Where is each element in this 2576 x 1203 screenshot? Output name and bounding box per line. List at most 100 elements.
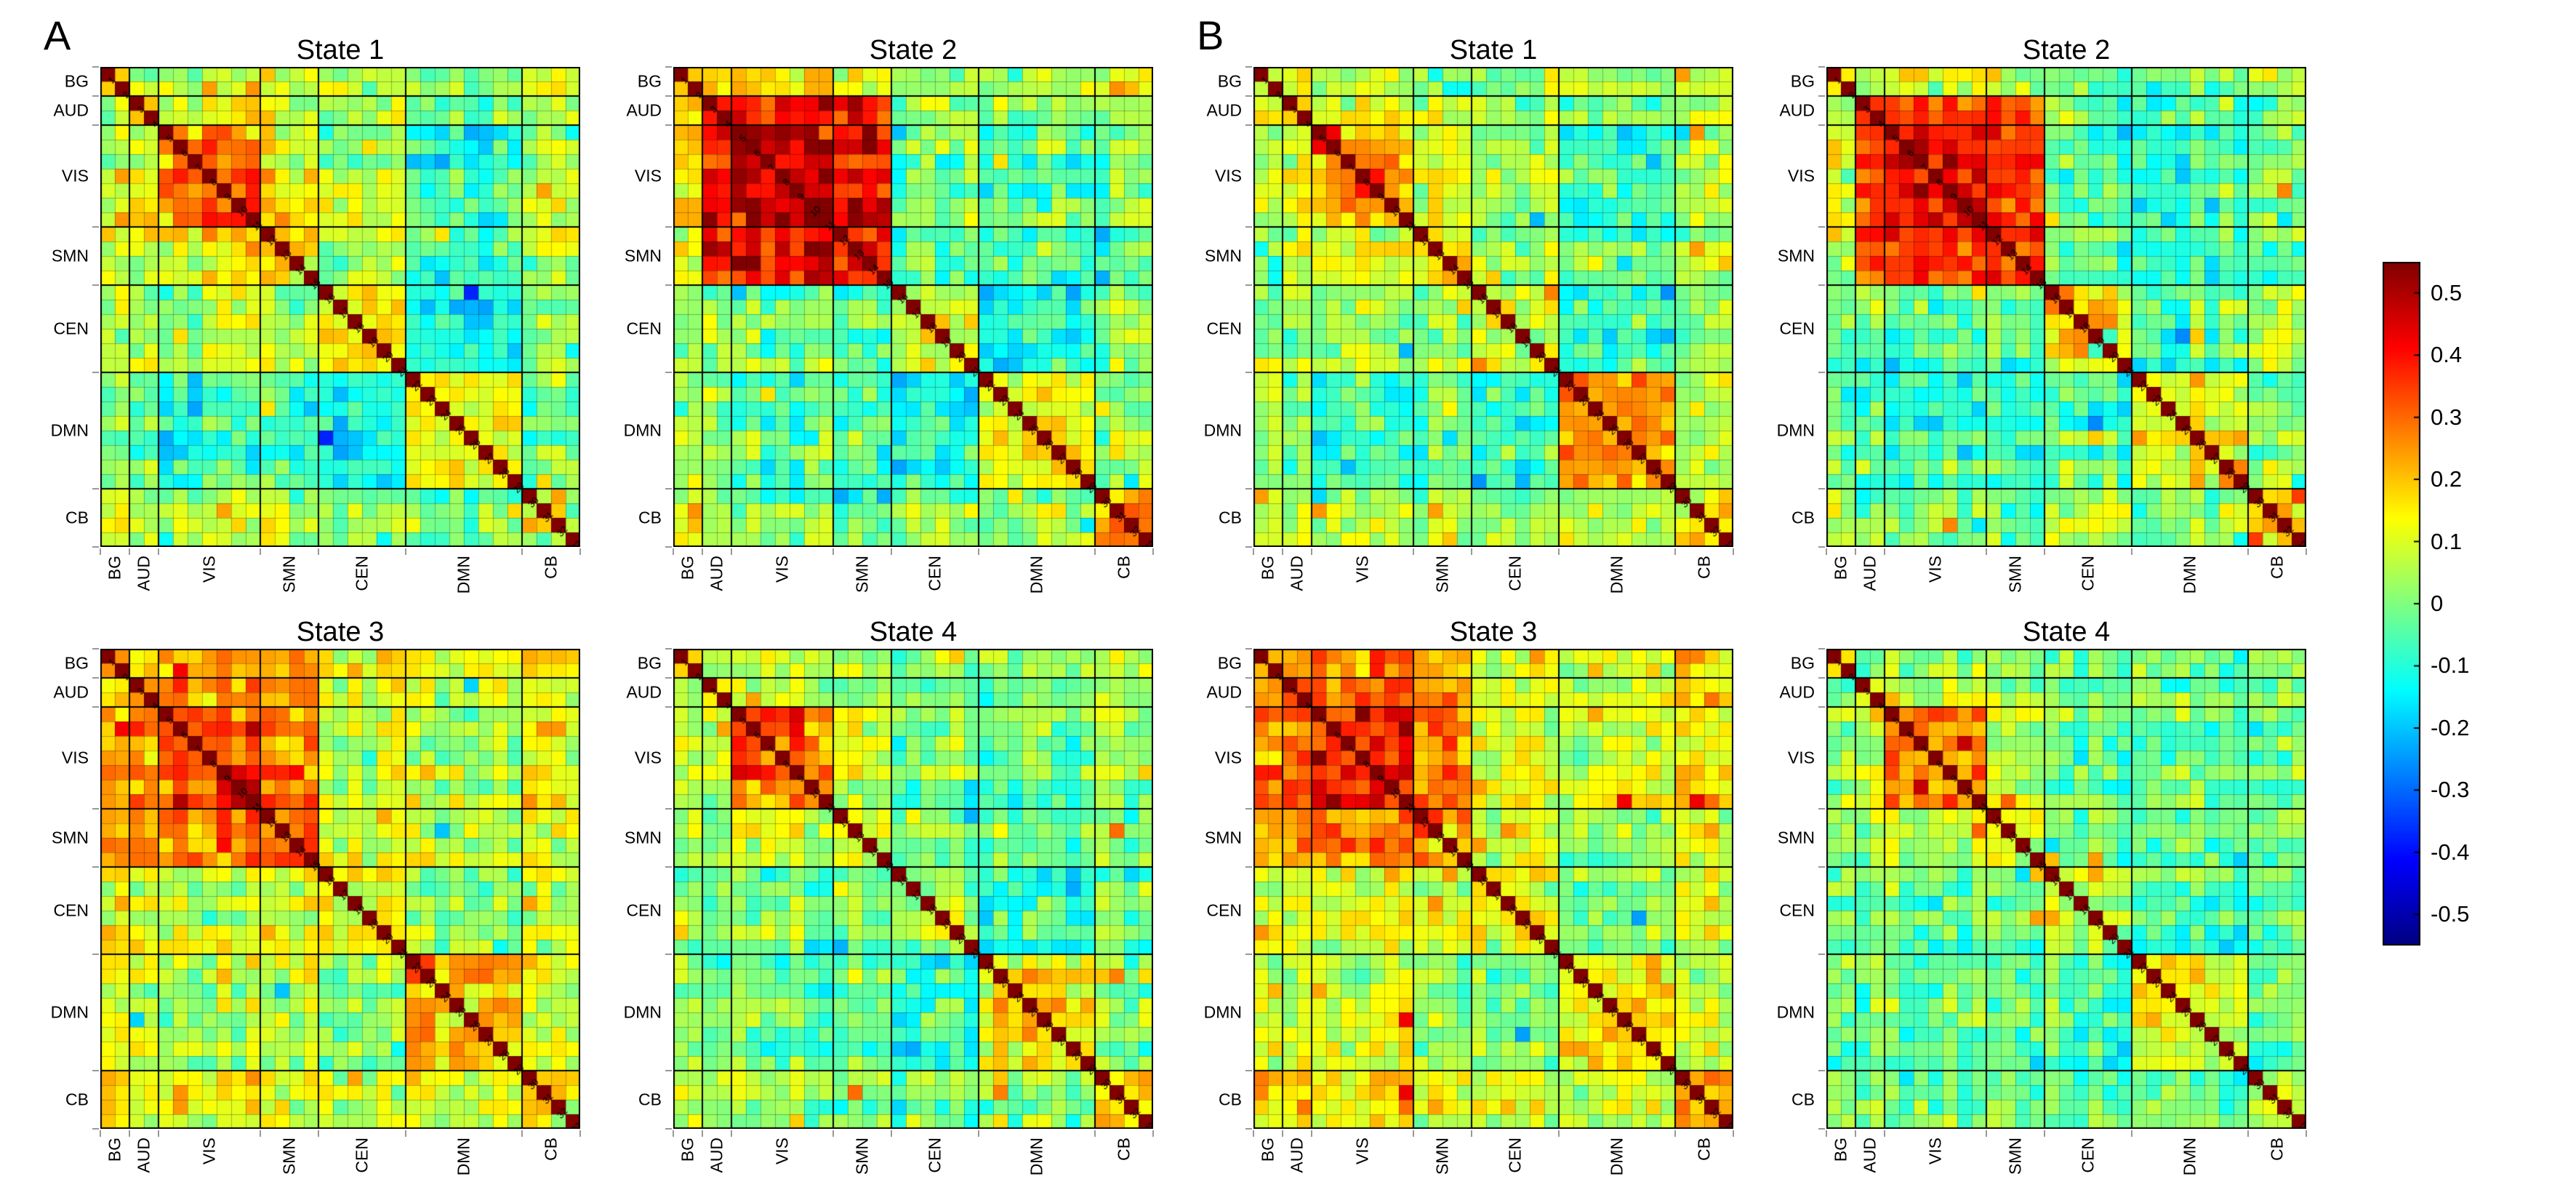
y-axis-labels: BG AUD VIS SMN CEN DMN CB [617,66,673,548]
axis-spacer [617,1129,673,1190]
x-axis-label-bg: BG [678,1138,697,1162]
x-axis-label-dmn: DMN [2180,1138,2199,1176]
y-axis-label-smn: SMN [1777,246,1815,265]
x-axis-label-aud: AUD [134,556,153,591]
x-axis-tick [1413,1130,1414,1137]
x-axis-label-vis: VIS [199,1138,219,1165]
x-axis-tick [1471,1130,1472,1137]
y-axis-tick [1245,66,1252,68]
y-axis-label-dmn: DMN [1776,1002,1815,1022]
x-axis-labels: BG AUD VIS SMN CEN DMN CB [1253,1129,1734,1190]
x-axis-tick [260,1130,261,1137]
x-axis-label-cb: CB [1694,1138,1714,1161]
y-axis-tick [1245,487,1252,489]
x-axis-label-bg: BG [105,556,124,580]
colorbar-labels: 0.5 0.4 0.3 0.2 0.1 0 -0.1 -0.2 -0.3 -0.4 -0.5 [2431,262,2511,946]
y-axis-tick [92,677,99,679]
x-axis-label-aud: AUD [1287,556,1307,591]
x-axis-tick [260,548,261,555]
y-axis-tick [1245,372,1252,373]
x-axis-tick [891,548,892,555]
panel-b-subplots: State 1 BG AUD VIS SMN CEN DMN CB BG AUD VIS SMN C… [1197,12,2307,1190]
y-axis-label-aud: AUD [53,682,89,702]
x-axis-label-vis: VIS [199,556,219,583]
x-axis-tick [1094,1130,1096,1137]
y-axis-tick [1818,1128,1825,1130]
y-axis-tick [1818,1069,1825,1071]
x-axis-label-vis: VIS [772,556,792,583]
heatmap-canvas [1253,67,1733,547]
x-axis-labels: BG AUD VIS SMN CEN DMN CB [1826,1129,2307,1190]
x-axis-label-dmn: DMN [2180,556,2199,594]
x-axis-label-vis: VIS [772,1138,792,1165]
x-axis-tick [2131,1130,2132,1137]
y-axis-tick [1245,1128,1252,1130]
y-axis-tick [665,66,672,68]
y-axis-label-aud: AUD [1779,100,1815,120]
y-axis-tick [1245,648,1252,650]
subplot-b-state-2: State 2 BG AUD VIS SMN CEN DMN CB BG AUD VIS SMN C… [1770,33,2307,608]
y-axis-tick [665,1069,672,1071]
y-axis-label-cb: CB [1219,1090,1242,1109]
x-axis-label-cb: CB [1694,556,1714,579]
x-axis-tick [673,548,674,555]
y-axis-labels: BG AUD VIS SMN CEN DMN CB [1770,648,1826,1130]
y-axis-label-cb: CB [1791,508,1815,527]
subplot-b-state-4: State 4 BG AUD VIS SMN CEN DMN CB BG AUD VIS SMN C… [1770,615,2307,1190]
x-axis-label-cb: CB [1114,556,1133,579]
y-axis-label-cen: CEN [1779,319,1815,338]
x-axis-label-dmn: DMN [1027,556,1046,594]
x-axis-label-cen: CEN [2078,1138,2098,1173]
y-axis-label-dmn: DMN [623,1002,662,1022]
y-axis-tick [665,124,672,126]
x-axis-tick [1986,1130,1987,1137]
subplot-a-state-2: State 2 BG AUD VIS SMN CEN DMN CB BG AUD VIS SMN C… [617,33,1154,608]
x-axis-tick [1855,548,1856,555]
y-axis-tick [1818,284,1825,286]
x-axis-label-vis: VIS [1925,556,1945,583]
y-axis-labels: BG AUD VIS SMN CEN DMN CB [44,648,100,1130]
colorbar-tick-label: -0.5 [2431,901,2470,927]
y-axis-tick [1245,124,1252,126]
x-axis-tick [1884,1130,1885,1137]
x-axis-tick [978,1130,979,1137]
x-axis-tick [1558,1130,1560,1137]
x-axis-tick [1282,548,1283,555]
x-axis-label-smn: SMN [852,1138,872,1175]
x-axis-label-smn: SMN [1432,1138,1452,1175]
y-axis-tick [92,124,99,126]
y-axis-tick [665,648,672,650]
x-axis-label-bg: BG [1831,1138,1850,1162]
x-axis-tick [1253,1130,1254,1137]
y-axis-tick [92,372,99,373]
x-axis-label-dmn: DMN [1607,1138,1626,1176]
x-axis-label-smn: SMN [2005,556,2025,593]
colorbar-tick-label: 0.3 [2431,404,2463,430]
y-axis-label-dmn: DMN [50,1002,89,1022]
y-axis-tick [92,866,99,868]
y-axis-label-cb: CB [65,508,89,527]
x-axis-tick [405,1130,406,1137]
y-axis-label-dmn: DMN [623,420,662,440]
x-axis-tick [891,1130,892,1137]
x-axis-tick [1152,1130,1154,1137]
y-axis-tick [1818,866,1825,868]
y-axis-label-aud: AUD [1206,100,1242,120]
y-axis-label-aud: AUD [626,682,662,702]
subplot-b-state-1: State 1 BG AUD VIS SMN CEN DMN CB BG AUD VIS SMN C… [1197,33,1734,608]
x-axis-label-cen: CEN [925,1138,944,1173]
x-axis-label-aud: AUD [1860,1138,1879,1173]
y-axis-label-cen: CEN [1206,319,1242,338]
y-axis-tick [92,706,99,708]
heatmap-canvas [1826,67,2306,547]
subplot-title: State 2 [869,35,958,65]
x-axis-tick [318,1130,319,1137]
y-axis-label-vis: VIS [1214,166,1242,185]
y-axis-label-aud: AUD [1779,682,1815,702]
x-axis-label-smn: SMN [2005,1138,2025,1175]
y-axis-tick [665,226,672,228]
y-axis-tick [92,808,99,810]
x-axis-tick [521,548,523,555]
x-axis-labels: BG AUD VIS SMN CEN DMN CB [673,1129,1154,1190]
